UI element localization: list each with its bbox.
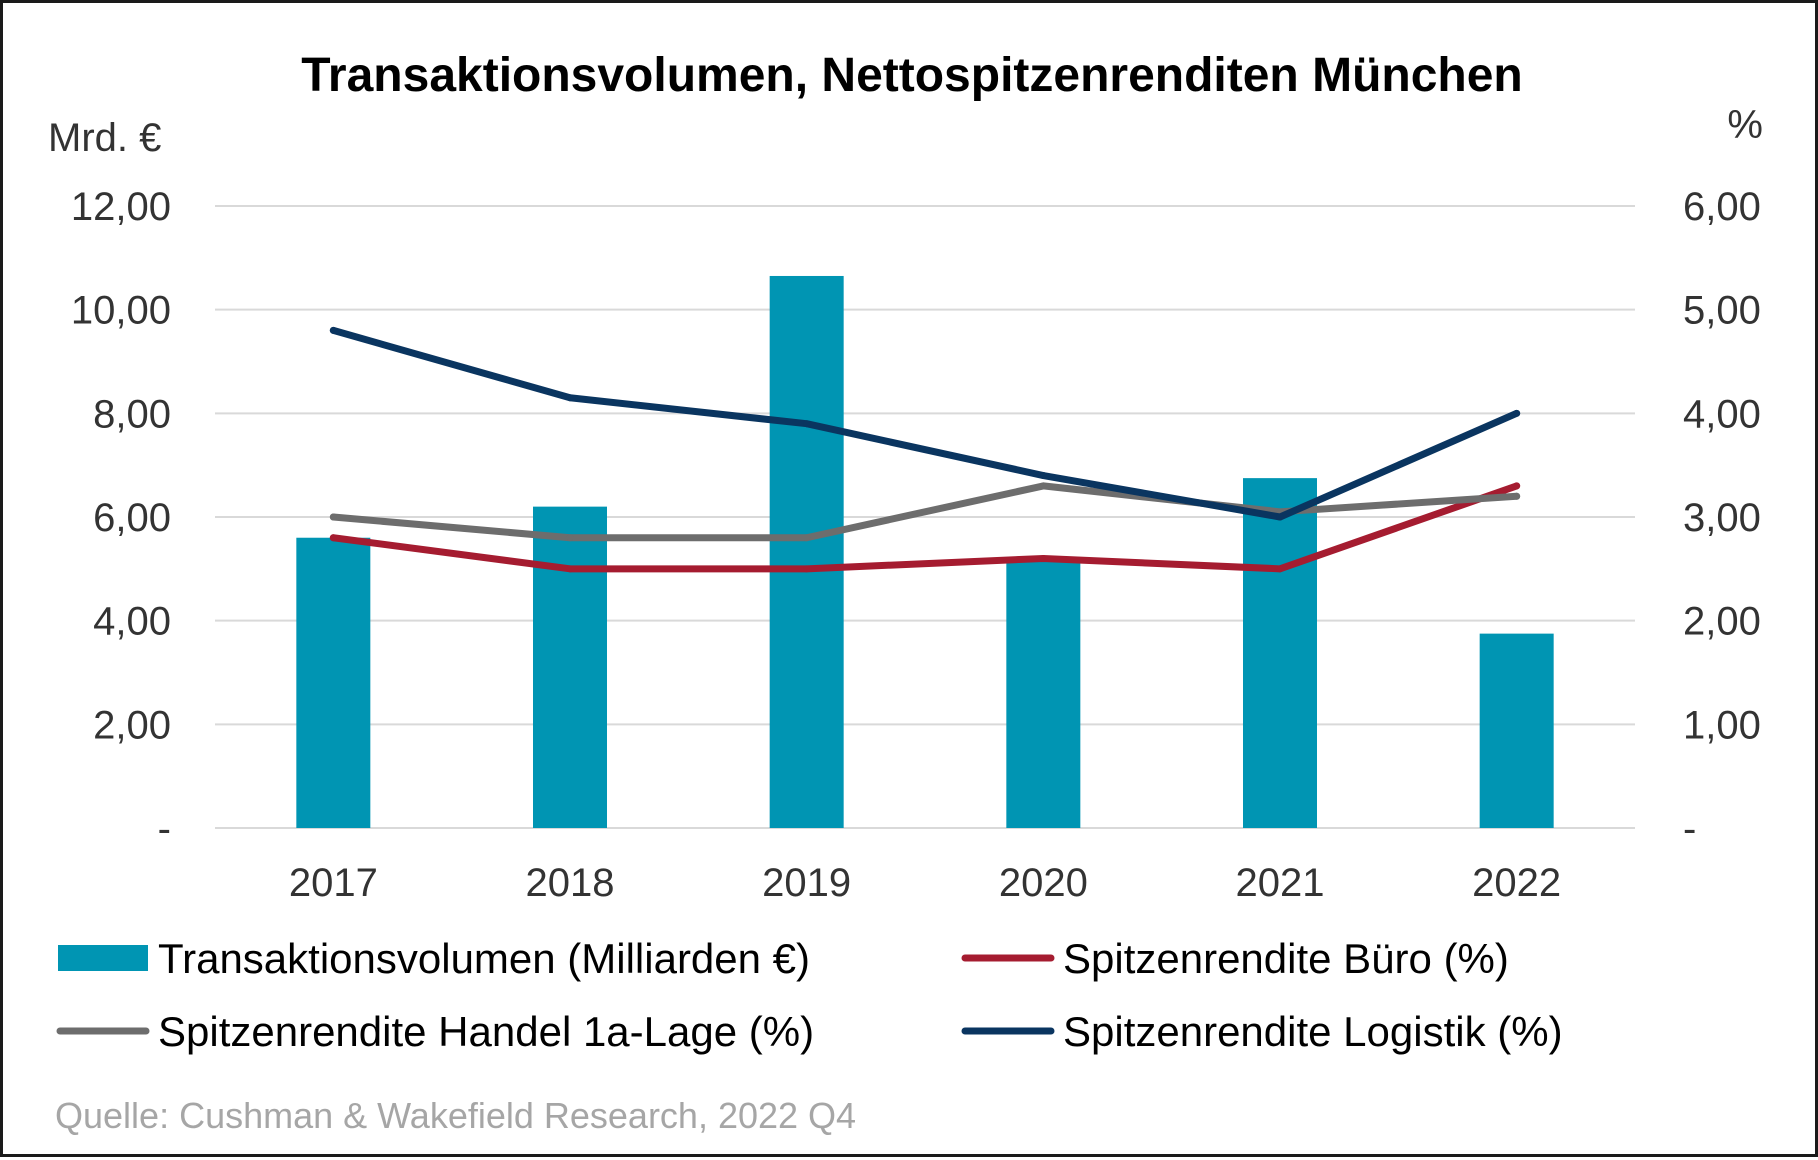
axis-labels: - - 2,00 1,00 4,00 2,00 6,00 3,00 8,00 4,00 10,00 5… [71,185,1761,905]
line-point [1513,482,1521,490]
line-point [1039,482,1047,490]
x-tick-label: 2021 [1236,861,1325,905]
y-left-axis-label: Mrd. € [48,116,161,160]
y-left-tick-label: 8,00 [93,392,171,436]
y-right-axis-label: % [1727,103,1763,147]
gridlines [215,205,1635,829]
line-point [1276,513,1284,521]
bar [296,537,371,828]
line-point [566,534,574,542]
y-right-tick-label: - [1683,807,1696,851]
line-point [803,420,811,428]
bar [1006,558,1081,828]
legend: Transaktionsvolumen (Milliarden €) Spitze… [56,935,1563,1055]
y-right-tick-label: 6,00 [1683,185,1761,229]
legend-swatch [58,945,148,971]
y-right-tick-label: 4,00 [1683,392,1761,436]
legend-label: Spitzenrendite Büro (%) [1063,935,1509,982]
series-line-1 [329,482,1521,573]
line-point [329,534,337,542]
y-left-tick-label: 6,00 [93,496,171,540]
series-line-3 [329,326,1521,521]
line-point [566,394,574,402]
legend-label: Transaktionsvolumen (Milliarden €) [158,935,810,982]
legend-label: Spitzenrendite Logistik (%) [1063,1008,1563,1055]
line-point [1276,565,1284,573]
line-point [1039,472,1047,480]
x-tick-label: 2020 [999,861,1088,905]
line-point [329,326,337,334]
y-right-tick-label: 2,00 [1683,600,1761,644]
bar [1479,633,1554,828]
x-tick-label: 2019 [762,861,851,905]
line-point [1039,554,1047,562]
source-note: Quelle: Cushman & Wakefield Research, 20… [55,1095,856,1136]
bar [1243,478,1317,828]
x-tick-label: 2018 [526,861,615,905]
line-point [566,565,574,573]
x-tick-label: 2017 [289,861,378,905]
line-point [1513,492,1521,500]
line-point [1513,409,1521,417]
bar [769,275,844,829]
y-right-tick-label: 1,00 [1683,703,1761,747]
chart-title: Transaktionsvolumen, Nettospitzenrendite… [301,49,1523,102]
line-series [329,326,1521,573]
y-left-tick-label: 2,00 [93,703,171,747]
bar-series [296,275,1554,829]
y-right-tick-label: 5,00 [1683,289,1761,333]
legend-label: Spitzenrendite Handel 1a-Lage (%) [158,1008,814,1055]
line-point [803,565,811,573]
y-left-tick-label: - [158,807,171,851]
line-point [803,534,811,542]
y-left-tick-label: 12,00 [71,185,171,229]
line-point [329,513,337,521]
series-line-2 [329,482,1521,542]
y-right-tick-label: 3,00 [1683,496,1761,540]
x-tick-label: 2022 [1472,861,1561,905]
bar [533,506,607,828]
chart-canvas: Transaktionsvolumen, Nettospitzenrendite… [48,49,1763,1136]
y-left-tick-label: 10,00 [71,289,171,333]
y-left-tick-label: 4,00 [93,600,171,644]
